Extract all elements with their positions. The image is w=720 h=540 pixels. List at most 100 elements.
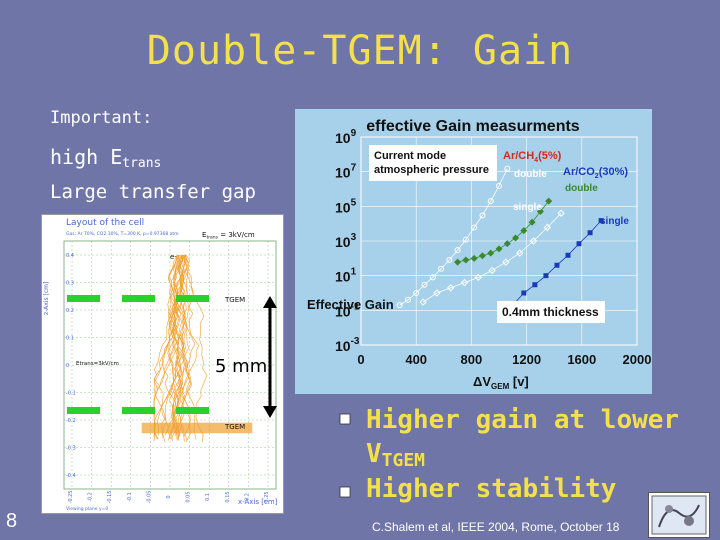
bullet-higher-gain: Higher gain at lower VTGEM xyxy=(366,403,686,478)
bullet-marker-1 xyxy=(339,413,351,425)
double-label-2: double xyxy=(565,183,598,194)
chart-point xyxy=(446,257,453,264)
sim-y-tick-label: 0.3 xyxy=(66,281,74,287)
sim-e-top-value: = 3kV/cm xyxy=(218,231,255,239)
mode-line-2: atmospheric pressure xyxy=(374,164,489,176)
gas1-label-tail: (5%) xyxy=(538,150,562,162)
chart-x-tick-label: 400 xyxy=(405,352,427,367)
chart-series-line xyxy=(422,212,562,303)
gain-chart: effective Gain measurments 1091071051031… xyxy=(295,109,652,394)
institution-logo xyxy=(648,492,710,538)
chart-point xyxy=(460,278,469,287)
gas2-label-main: Ar/CO xyxy=(563,166,595,178)
sim-y-tick-label: -0.1 xyxy=(66,391,76,397)
electron-shower xyxy=(141,422,253,434)
electron-track xyxy=(171,254,188,437)
sim-y-axis-label: z-Axis [cm] xyxy=(43,282,50,315)
chart-point xyxy=(454,247,461,254)
chart-point xyxy=(462,236,469,243)
double-label-1: double xyxy=(514,169,547,180)
note-gap: Large transfer gap xyxy=(50,181,256,203)
sim-x-ticks: -0.25 -0.2 -0.15 -0.1 -0.05 0 0.05 0.1 0.15 0.2 0.… xyxy=(68,491,270,504)
sim-title: Layout of the cell xyxy=(66,218,144,228)
chart-y-ticks: 109 107 105 103 101 10-1 10-3 xyxy=(335,128,360,354)
tgem-lower-dash xyxy=(176,407,209,414)
chart-y-tick-label: 107 xyxy=(335,163,357,181)
single-label-2: single xyxy=(600,216,629,227)
footer-citation: C.Shalem et al, IEEE 2004, Rome, October… xyxy=(372,520,620,534)
gap-arrow xyxy=(263,296,277,418)
gas2-label: Ar/CO2(30%) xyxy=(563,166,628,180)
simulation-figure: Layout of the cell Gas: Ar 70%, CO2 30%,… xyxy=(41,214,284,514)
chart-point xyxy=(565,252,571,258)
sim-x-tick-label: -0.1 xyxy=(127,492,133,502)
chart-point xyxy=(454,258,462,266)
chart-point xyxy=(598,218,604,224)
electron-track xyxy=(185,255,208,443)
bullet-higher-stability: Higher stability xyxy=(366,474,617,504)
page-number: 8 xyxy=(6,510,18,532)
chart-point xyxy=(488,266,496,275)
chart-x-ticks: 0 400 800 1200 1600 2000 xyxy=(357,352,651,367)
sim-y-tick-label: -0.2 xyxy=(66,418,76,424)
chart-point xyxy=(421,281,428,288)
chart-series-3 xyxy=(510,218,604,308)
bullet-higher-gain-sub: TGEM xyxy=(381,450,426,471)
chart-series-1 xyxy=(419,209,565,306)
note-important: Important: xyxy=(50,108,153,128)
chart-point xyxy=(520,227,528,235)
note-high-e-text: high E xyxy=(50,145,123,169)
thickness-box xyxy=(497,301,605,323)
sim-y-ticks: 0.4 0.3 0.2 0.1 0 -0.1 -0.2 -0.3 -0.4 xyxy=(66,253,76,479)
sim-x-tick-label: 0.2 xyxy=(244,493,250,501)
electron-track xyxy=(171,254,182,440)
chart-x-tick-label: 0 xyxy=(357,352,364,367)
sim-x-tick-label: -0.2 xyxy=(88,492,94,502)
chart-point xyxy=(404,296,411,303)
gap-arrow-head-up xyxy=(263,296,277,308)
electron-track xyxy=(170,254,189,440)
sim-x-tick-label: -0.15 xyxy=(107,491,113,504)
chart-point xyxy=(478,252,486,260)
single-label-1: single xyxy=(513,202,542,213)
sim-y-tick-label: -0.3 xyxy=(66,446,76,452)
chart-point xyxy=(503,240,511,248)
note-high-e-sub: trans xyxy=(122,156,162,171)
electron-tracks xyxy=(141,254,253,443)
chart-x-label-unit: [v] xyxy=(509,374,529,389)
electron-track xyxy=(167,254,189,437)
mode-line-1: Current mode xyxy=(374,150,446,162)
chart-y-tick-label: 105 xyxy=(335,197,357,215)
tgem-lower-dash xyxy=(67,407,100,414)
sim-e-top-label: E xyxy=(202,231,206,239)
chart-point xyxy=(446,284,455,292)
sim-header: Gas: Ar 70%, CO2 30%, T=300 K, p=0.97368… xyxy=(66,231,179,237)
gas1-label-sub: 4 xyxy=(534,157,538,164)
electron-track xyxy=(156,254,179,436)
chart-point xyxy=(587,230,593,236)
chart-point xyxy=(536,208,544,216)
chart-x-tick-label: 1200 xyxy=(512,352,541,367)
chart-x-tick-label: 2000 xyxy=(623,352,652,367)
chart-point xyxy=(495,245,503,253)
bullet-marker-2 xyxy=(339,486,351,498)
tgem-upper-dash xyxy=(122,295,155,302)
chart-point xyxy=(515,249,524,257)
sim-viewing-plane: Viewing plane y=0 xyxy=(66,506,108,512)
sim-e-top: Etrans = 3kV/cm xyxy=(202,231,255,241)
chart-series-line xyxy=(399,168,508,306)
chart-point xyxy=(543,223,552,232)
sim-y-tick-label: -0.4 xyxy=(66,473,76,479)
slide-title: Double-TGEM: Gain xyxy=(146,28,574,74)
chart-point xyxy=(487,249,495,257)
sim-x-tick-label: 0.05 xyxy=(186,491,192,502)
chart-point xyxy=(471,224,478,231)
chart-title: effective Gain measurments xyxy=(366,118,580,135)
chart-point xyxy=(543,273,549,279)
chart-point xyxy=(470,254,478,262)
chart-point xyxy=(512,234,520,242)
chart-point xyxy=(396,302,403,309)
gap-label: 5 mm xyxy=(215,356,268,377)
chart-y-tick-label: 101 xyxy=(335,267,357,285)
chart-y-tick-label: 109 xyxy=(335,128,357,146)
